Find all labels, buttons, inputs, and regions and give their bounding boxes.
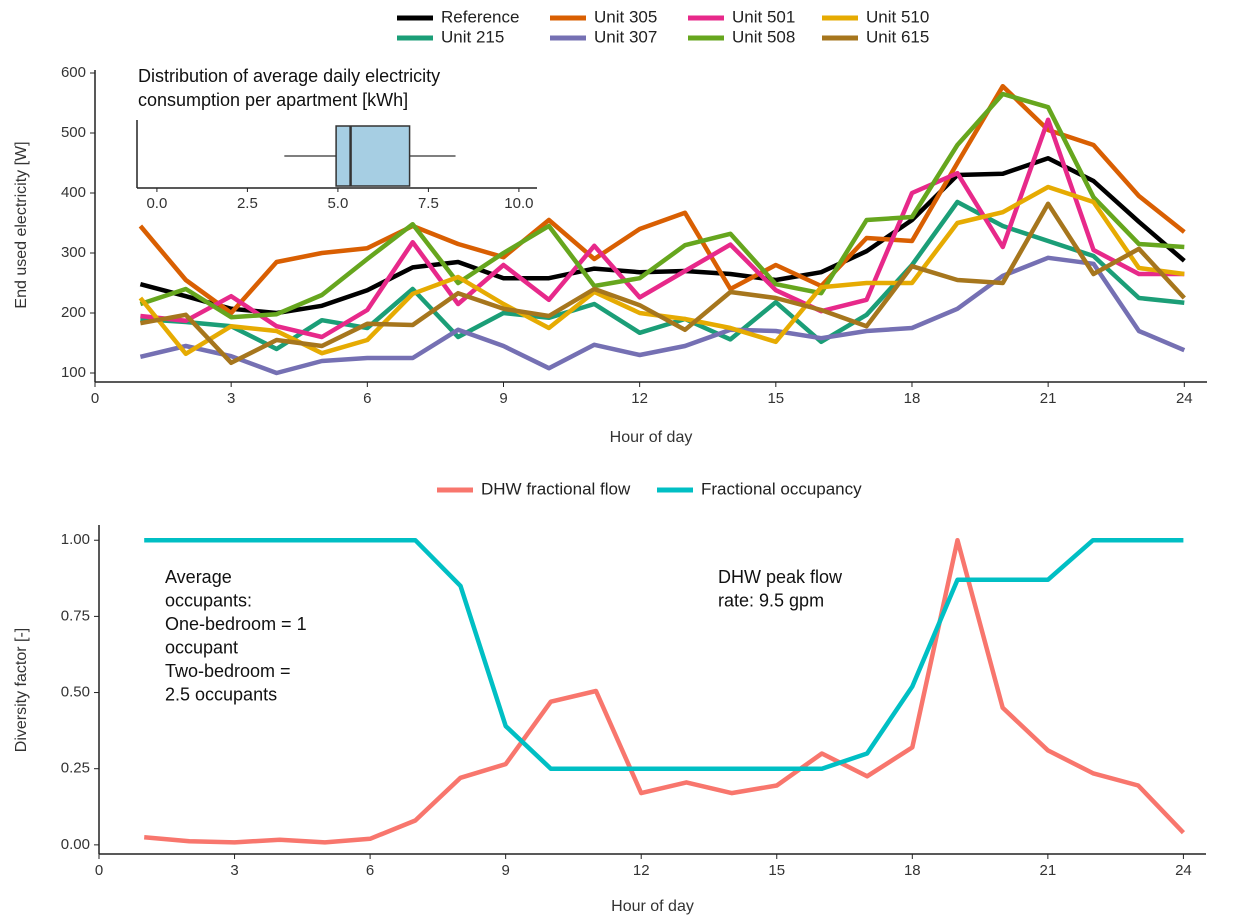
- x-tick-label: 24: [1176, 390, 1193, 407]
- series-line: [144, 537, 1184, 771]
- annotation: occupants:: [165, 590, 252, 610]
- series-line: [140, 117, 1185, 340]
- legend-label: Unit 307: [594, 27, 657, 46]
- series-line: [144, 537, 1186, 845]
- x-tick-label: 9: [499, 390, 507, 407]
- legend-label: DHW fractional flow: [481, 479, 631, 498]
- y-tick-label: 100: [61, 364, 86, 381]
- x-tick-label: 5.0: [327, 195, 348, 212]
- x-tick-label: 7.5: [418, 195, 439, 212]
- x-tick-label: 0: [95, 862, 103, 879]
- legend-label: Unit 215: [441, 27, 504, 46]
- x-tick-label: 12: [631, 390, 648, 407]
- legend-label: Fractional occupancy: [701, 479, 862, 498]
- x-tick-label: 0: [91, 390, 99, 407]
- series-line: [138, 83, 1186, 316]
- y-tick-label: 200: [61, 304, 86, 321]
- x-tick-label: 3: [227, 390, 235, 407]
- y-tick-label: 1.00: [61, 531, 90, 548]
- legend-label: Reference: [441, 7, 519, 26]
- x-tick-label: 24: [1175, 862, 1192, 879]
- y-tick-label: 0.00: [61, 836, 90, 853]
- x-axis-title: Hour of day: [611, 898, 694, 915]
- annotation: One-bedroom = 1: [165, 614, 307, 634]
- annotation: 2.5 occupants: [165, 684, 277, 704]
- legend-label: Unit 305: [594, 7, 657, 26]
- x-tick-label: 9: [501, 862, 509, 879]
- annotation: Two-bedroom =: [165, 661, 291, 681]
- x-tick-label: 18: [904, 862, 921, 879]
- legend-label: Unit 510: [866, 7, 929, 26]
- x-tick-label: 12: [633, 862, 650, 879]
- x-tick-label: 6: [366, 862, 374, 879]
- box: [335, 125, 411, 187]
- y-tick-label: 300: [61, 244, 86, 261]
- annotation: rate: 9.5 gpm: [718, 590, 824, 610]
- x-tick-label: 21: [1040, 390, 1057, 407]
- x-axis-title: Hour of day: [610, 429, 693, 446]
- x-tick-label: 21: [1040, 862, 1057, 879]
- y-tick-label: 0.50: [61, 684, 90, 701]
- x-tick-label: 10.0: [504, 195, 533, 212]
- y-tick-label: 0.25: [61, 760, 90, 777]
- annotation: DHW peak flow: [718, 567, 843, 587]
- series-line: [139, 155, 1186, 316]
- annotation: Average: [165, 567, 232, 587]
- series-line: [139, 201, 1186, 366]
- x-tick-label: 3: [230, 862, 238, 879]
- y-tick-label: 400: [61, 184, 86, 201]
- y-axis-title: End used electricity [W]: [13, 141, 30, 308]
- y-tick-label: 0.75: [61, 607, 90, 624]
- y-tick-label: 500: [61, 124, 86, 141]
- inset-title: consumption per apartment [kWh]: [138, 90, 408, 110]
- legend-label: Unit 501: [732, 7, 795, 26]
- x-tick-label: 2.5: [237, 195, 258, 212]
- legend-label: Unit 615: [866, 27, 929, 46]
- x-tick-label: 15: [767, 390, 784, 407]
- annotation: occupant: [165, 637, 238, 657]
- x-tick-label: 15: [768, 862, 785, 879]
- series-line: [139, 91, 1185, 320]
- inset-title: Distribution of average daily electricit…: [138, 66, 440, 86]
- y-tick-label: 600: [61, 64, 86, 81]
- x-tick-label: 18: [904, 390, 921, 407]
- series-line: [140, 199, 1185, 352]
- legend-label: Unit 508: [732, 27, 795, 46]
- y-axis-title: Diversity factor [-]: [13, 628, 30, 752]
- x-tick-label: 0.0: [146, 195, 167, 212]
- x-tick-label: 6: [363, 390, 371, 407]
